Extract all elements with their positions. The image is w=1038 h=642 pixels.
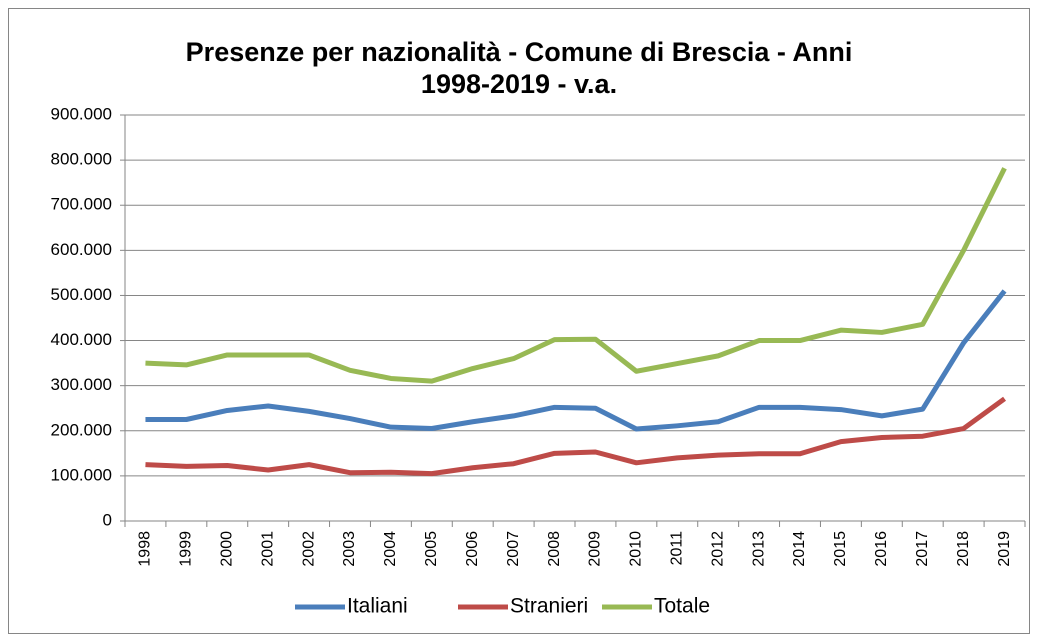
x-tick-label: 2013 — [750, 531, 767, 567]
chart-title: Presenze per nazionalità - Comune di Bre… — [185, 37, 853, 99]
x-tick-label: 2010 — [628, 531, 645, 567]
y-tick-label: 900.000 — [51, 104, 112, 123]
line-series — [145, 289, 1007, 432]
legend-label: Totale — [654, 595, 710, 618]
x-tick-label: 2016 — [873, 531, 890, 567]
y-tick-label: 700.000 — [51, 195, 112, 214]
y-tick-label: 300.000 — [51, 375, 112, 394]
chart-border — [8, 8, 1030, 634]
x-tick-label: 2007 — [505, 531, 522, 567]
x-tick-label: 2004 — [382, 531, 399, 567]
x-tick-label: 2011 — [668, 531, 685, 566]
x-tick-label: 1998 — [137, 531, 154, 567]
line-series — [145, 167, 1007, 384]
x-tick-label: 2001 — [259, 531, 276, 567]
y-tick-label: 600.000 — [51, 240, 112, 259]
y-tick-label: 200.000 — [51, 420, 112, 439]
x-tick-label: 2018 — [955, 531, 972, 567]
x-tick-label: 2002 — [300, 531, 317, 567]
x-tick-label: 2015 — [832, 531, 849, 567]
legend-label: Italiani — [347, 595, 408, 618]
line-series — [145, 396, 1007, 477]
y-tick-label: 400.000 — [51, 330, 112, 349]
x-tick-label: 2000 — [218, 531, 235, 567]
x-tick-label: 1999 — [178, 531, 195, 567]
x-tick-label: 2006 — [464, 531, 481, 567]
x-tick-label: 2012 — [709, 531, 726, 567]
x-tick-label: 2008 — [546, 531, 563, 567]
x-tick-label: 2003 — [341, 531, 358, 567]
x-tick-label: 2017 — [914, 531, 931, 567]
x-tick-label: 2014 — [791, 531, 808, 567]
legend-label: Stranieri — [510, 595, 588, 618]
y-tick-label: 800.000 — [51, 150, 112, 169]
y-tick-label: 100.000 — [51, 465, 112, 484]
x-tick-label: 2009 — [587, 531, 604, 567]
x-tick-label: 2019 — [996, 531, 1013, 567]
y-tick-label: 0 — [103, 510, 112, 529]
y-tick-label: 500.000 — [51, 285, 112, 304]
x-tick-label: 2005 — [423, 531, 440, 567]
